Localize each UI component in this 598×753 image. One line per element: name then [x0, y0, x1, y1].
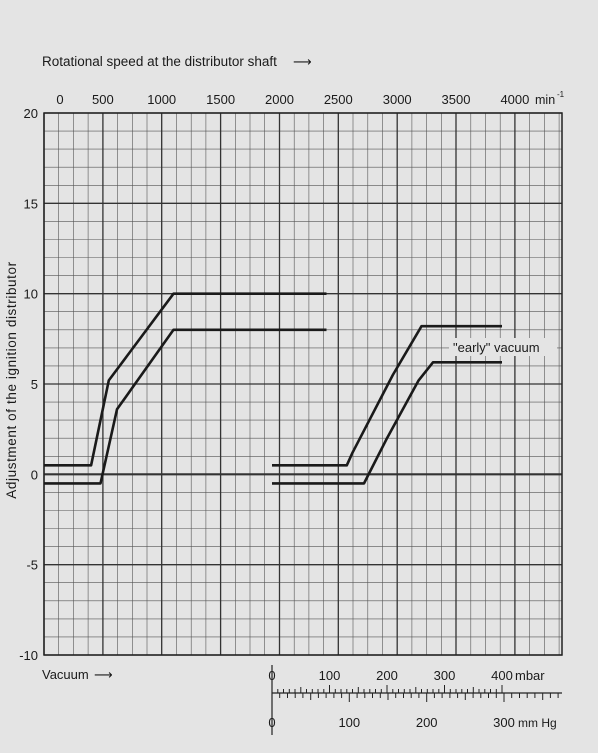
top-axis-tick-label: 2000	[265, 92, 294, 107]
top-axis-unit-exponent: -1	[557, 90, 565, 99]
mbar-tick-label: 300	[434, 668, 456, 683]
series-line-1	[44, 292, 327, 467]
y-axis-ticks: 20 15 10 5 0 -5 -10	[19, 106, 38, 663]
vacuum-label: Vacuum	[42, 667, 89, 682]
mmhg-unit-label: mm Hg	[518, 716, 557, 730]
vacuum-scale: 01002003004000100200300	[268, 665, 562, 735]
top-axis-tick-label: 4000	[500, 92, 529, 107]
top-axis-tick-label: 3500	[442, 92, 471, 107]
mbar-unit-label: mbar	[515, 668, 545, 683]
y-axis-tick-label: 10	[24, 287, 38, 302]
arrow-right-icon: ⟶	[293, 54, 312, 69]
top-axis-ticks: 0 500 1000 1500 2000 2500 3000 3500 4000	[56, 92, 529, 107]
early-vacuum-annotation: "early" vacuum	[453, 340, 540, 355]
chart-grid	[43, 112, 563, 656]
series-line-2	[44, 328, 327, 485]
top-axis-label: Rotational speed at the distributor shaf…	[42, 54, 277, 69]
top-axis-tick-label: 500	[92, 92, 114, 107]
mbar-tick-label: 200	[376, 668, 398, 683]
series-line-3	[272, 324, 502, 467]
arrow-right-icon: ⟶	[94, 667, 113, 682]
top-axis-tick-label: 1500	[206, 92, 235, 107]
top-axis-unit-label: min	[535, 93, 555, 107]
mmhg-tick-label: 300	[493, 715, 515, 730]
y-axis-label: Adjustment of the ignition distributor	[4, 261, 19, 498]
top-axis-tick-label: 2500	[324, 92, 353, 107]
mbar-tick-label: 400	[491, 668, 513, 683]
mmhg-tick-label: 200	[416, 715, 438, 730]
mbar-tick-label: 100	[319, 668, 341, 683]
series-line-4	[272, 360, 502, 485]
y-axis-tick-label: 20	[24, 106, 38, 121]
y-axis-tick-label: 0	[31, 467, 38, 482]
mmhg-tick-label: 100	[338, 715, 360, 730]
top-axis-unit: min -1	[535, 90, 565, 107]
y-axis-tick-label: 15	[24, 196, 38, 211]
plot-frame	[43, 112, 563, 656]
y-axis-tick-label: -5	[26, 558, 38, 573]
y-axis-tick-label: -10	[19, 648, 38, 663]
top-axis-tick-label: 3000	[383, 92, 412, 107]
top-axis-tick-label: 0	[56, 92, 63, 107]
top-axis-tick-label: 1000	[147, 92, 176, 107]
top-axis-title: Rotational speed at the distributor shaf…	[42, 54, 312, 69]
annotation-background	[449, 338, 557, 356]
chart-curves	[44, 292, 502, 485]
mmhg-tick-label: 0	[268, 715, 275, 730]
y-axis-tick-label: 5	[31, 377, 38, 392]
